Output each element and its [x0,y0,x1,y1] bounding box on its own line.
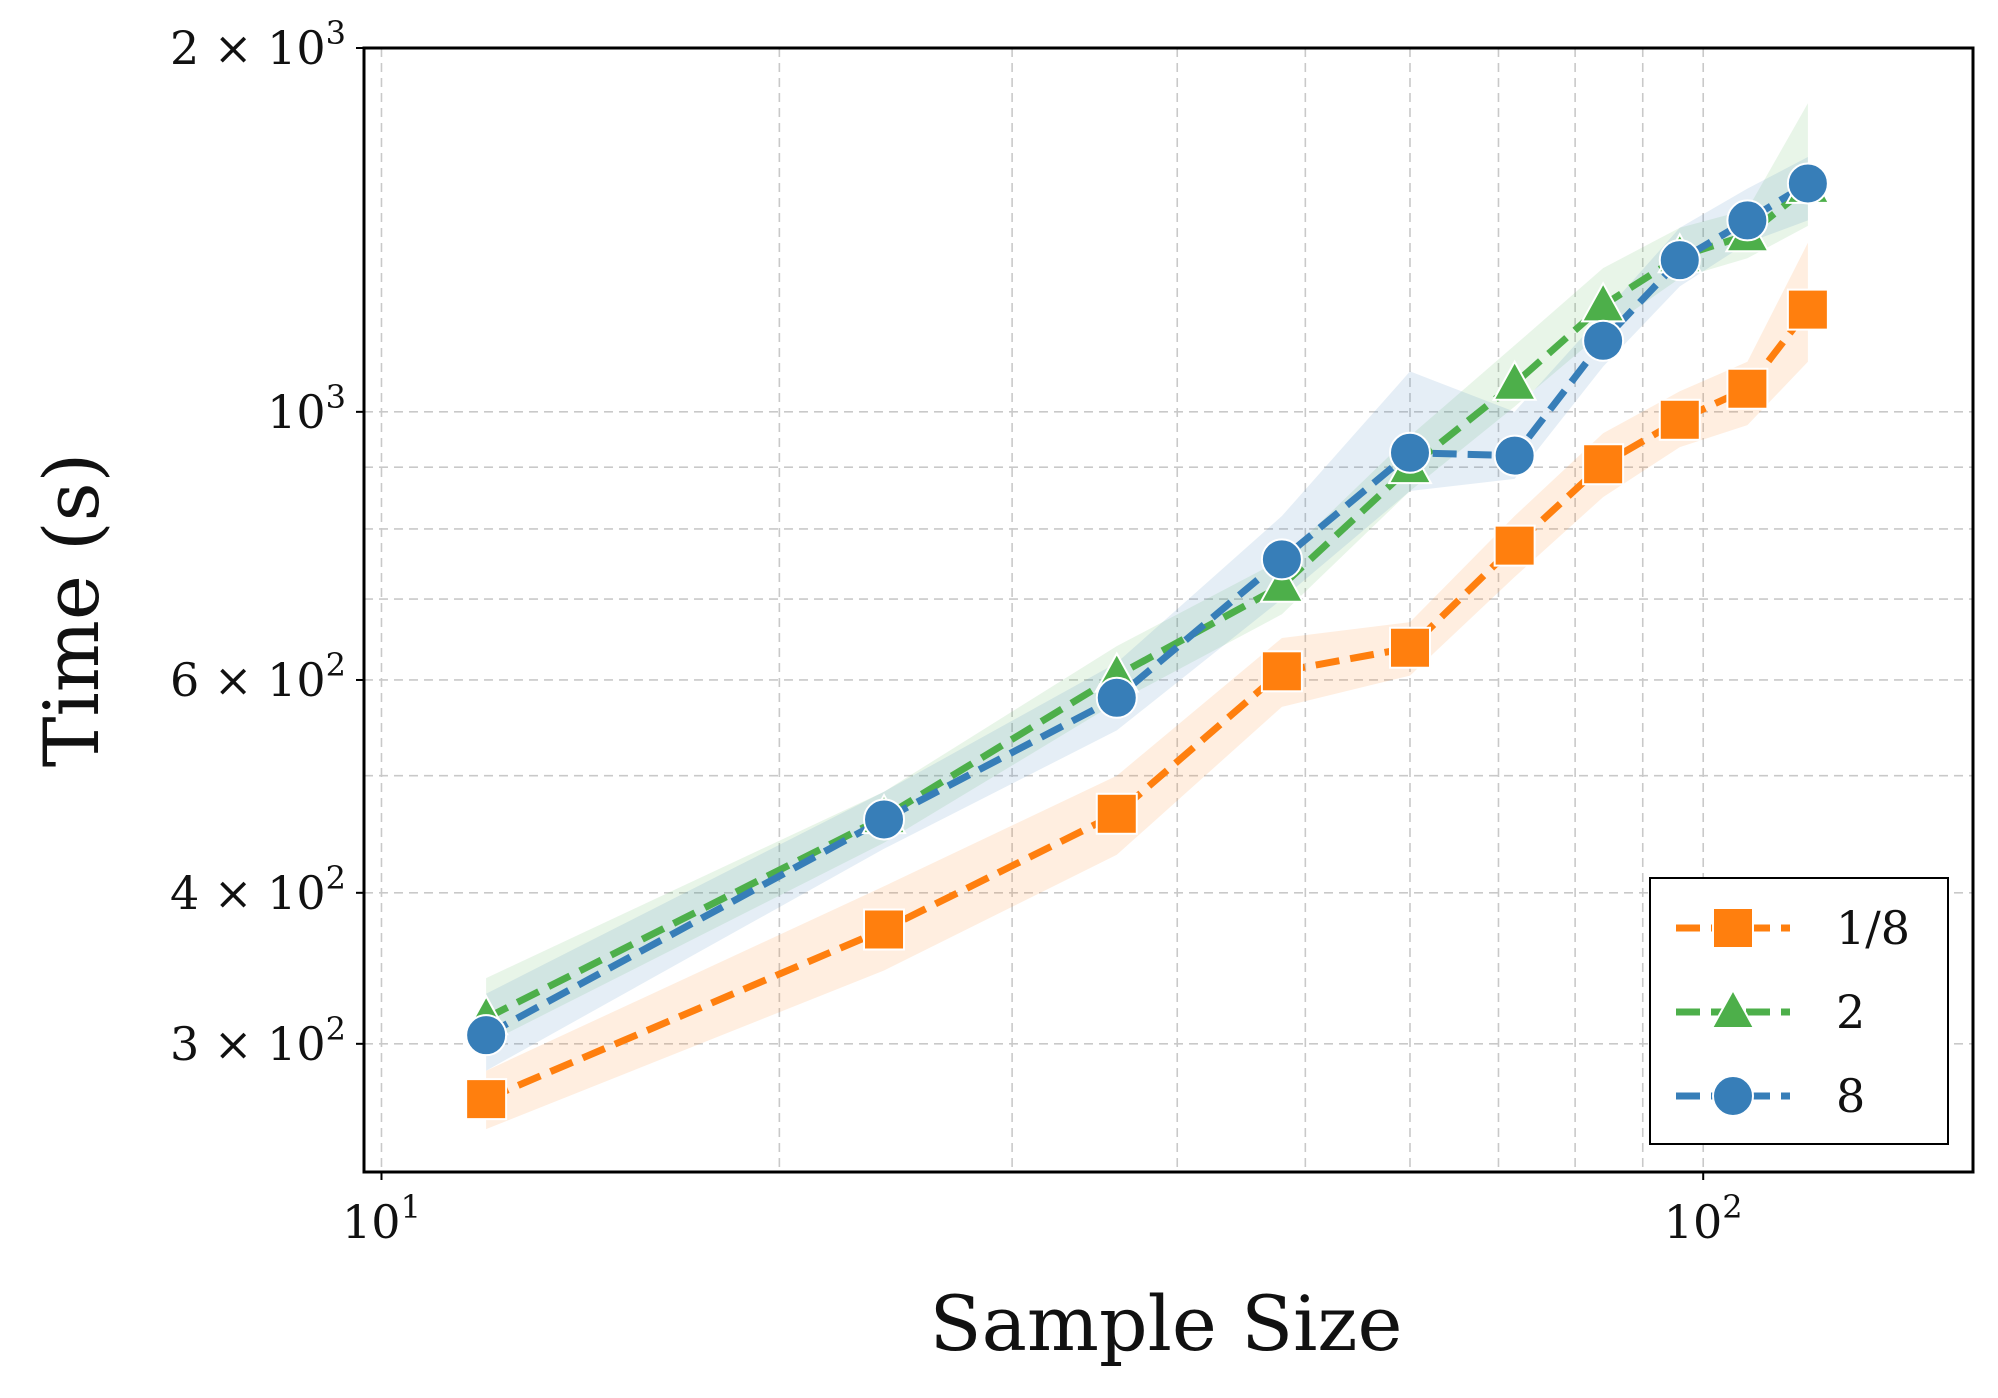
point-series-8 [1493,434,1536,477]
point-series-1-8 [465,1078,508,1121]
x-tick-label: 101 [342,1188,421,1249]
point-series-2 [1259,561,1305,603]
point-series-8 [465,1014,508,1057]
plot-frame [362,46,1975,1174]
legend-marker [1710,987,1756,1029]
point-series-2 [1491,359,1538,401]
point-series-8 [1095,676,1138,719]
point-series-8 [1658,239,1701,282]
point-series-1-8 [1582,443,1625,486]
legend-label: 8 [1836,1069,1865,1123]
point-series-8 [1260,538,1303,581]
legend-label: 2 [1836,985,1865,1039]
x-axis-title: Sample Size [930,1279,1403,1368]
point-series-8 [1582,319,1625,362]
axis-ticks: 101 102 2 × 103 103 6 × 102 4 × 102 3 × 102 [170,14,1743,1249]
legend-label: 1/8 [1836,901,1910,955]
line-series-2 [484,184,1811,1022]
legend-marker [1712,1075,1754,1117]
point-series-8 [863,798,906,841]
series-markers [463,162,1831,1121]
legend-marker [1712,907,1754,949]
y-tick-label: 3 × 102 [170,1010,346,1071]
point-series-1-8 [1260,650,1303,693]
line-series-8 [484,180,1810,1039]
point-series-1-8 [1786,288,1829,331]
x-tick-label: 102 [1664,1188,1743,1249]
point-series-1-8 [1095,792,1138,835]
series-lines [484,180,1811,1103]
point-series-8 [1388,431,1431,474]
y-tick-label: 103 [267,378,346,439]
y-tick-label: 4 × 102 [170,859,346,920]
y-axis-title: Time (s) [27,453,116,768]
point-series-1-8 [863,908,906,951]
legend: 1/8 2 8 [1649,877,1949,1145]
point-series-8 [1786,162,1829,205]
confidence-bands [486,103,1808,1130]
y-tick-label: 2 × 103 [170,14,346,75]
line-series-1-8 [484,307,1811,1103]
point-series-1-8 [1726,367,1769,410]
point-series-8 [1726,199,1769,242]
y-tick-label: 6 × 102 [170,646,346,707]
point-series-1-8 [1658,398,1701,441]
point-series-1-8 [1493,524,1536,567]
band-series-8 [486,157,1808,1071]
point-series-1-8 [1388,626,1431,669]
